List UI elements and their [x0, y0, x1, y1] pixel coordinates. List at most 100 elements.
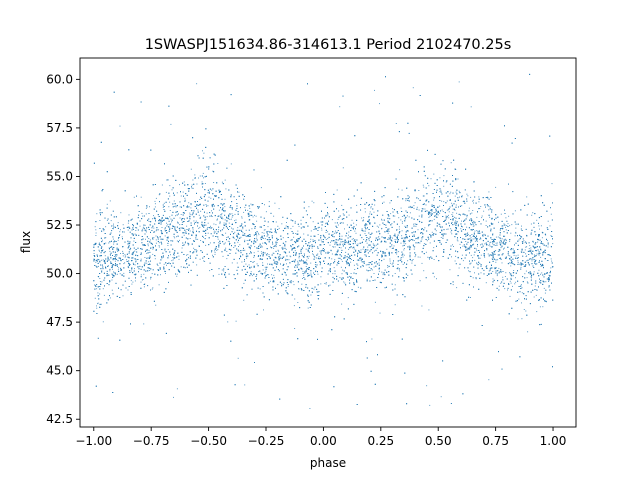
data-point: [273, 274, 275, 276]
data-point: [310, 294, 312, 296]
data-point: [547, 260, 549, 261]
data-point: [476, 216, 478, 218]
data-point: [531, 277, 532, 279]
data-point: [536, 311, 538, 313]
data-point: [400, 207, 402, 209]
data-point: [510, 282, 512, 284]
data-point: [324, 249, 325, 251]
data-point: [529, 250, 531, 252]
data-point: [305, 266, 307, 267]
data-point: [480, 254, 482, 256]
data-point: [94, 297, 96, 299]
data-point: [105, 242, 107, 244]
data-point: [414, 202, 416, 204]
data-point: [409, 212, 411, 214]
data-point: [396, 249, 398, 251]
data-point: [327, 264, 329, 265]
data-point: [113, 243, 115, 245]
data-point: [503, 240, 505, 242]
data-point: [368, 266, 370, 268]
data-point: [213, 182, 215, 183]
data-point: [381, 218, 382, 220]
data-point: [542, 306, 544, 308]
data-point: [460, 228, 462, 230]
data-point: [320, 239, 322, 241]
data-point: [373, 273, 375, 274]
data-point: [470, 254, 472, 256]
data-point: [354, 269, 356, 270]
data-point: [421, 238, 423, 240]
data-point: [281, 223, 283, 225]
data-point: [509, 255, 511, 257]
data-point: [179, 224, 181, 226]
data-point: [199, 226, 201, 228]
data-point: [496, 275, 498, 277]
data-point: [443, 201, 445, 203]
data-point: [264, 266, 266, 268]
data-point: [462, 213, 464, 215]
data-point: [521, 292, 523, 294]
data-point: [112, 268, 113, 270]
data-point: [415, 224, 417, 226]
data-point: [233, 237, 235, 239]
data-point: [165, 272, 166, 274]
data-point: [265, 270, 267, 272]
data-point: [205, 235, 207, 236]
data-point: [256, 263, 258, 265]
data-point: [109, 281, 111, 283]
data-point: [546, 260, 548, 261]
data-point: [196, 83, 198, 85]
data-point: [324, 283, 326, 284]
data-point: [398, 228, 400, 230]
data-point: [276, 232, 277, 234]
data-point: [113, 223, 114, 225]
data-point: [251, 211, 253, 213]
data-point: [484, 256, 486, 258]
data-point: [153, 227, 155, 229]
data-point: [458, 190, 460, 192]
data-point: [448, 209, 449, 211]
data-point: [534, 285, 536, 287]
data-point: [387, 265, 389, 266]
data-point: [275, 246, 277, 248]
data-point: [211, 227, 213, 229]
data-point: [506, 225, 508, 226]
data-point: [371, 338, 373, 340]
data-point: [148, 249, 150, 251]
data-point: [546, 301, 547, 303]
data-point: [275, 243, 277, 245]
data-point: [379, 281, 381, 283]
data-point: [223, 222, 225, 224]
data-point: [378, 270, 380, 272]
data-point: [521, 302, 522, 304]
data-point: [225, 222, 227, 224]
data-point: [451, 221, 453, 223]
data-point: [472, 225, 474, 227]
data-point: [285, 258, 287, 260]
data-point: [105, 226, 107, 228]
data-point: [538, 225, 540, 227]
data-point: [170, 218, 172, 220]
data-point: [367, 246, 369, 248]
data-point: [404, 240, 406, 242]
data-point: [262, 252, 264, 254]
data-point: [477, 231, 479, 233]
data-point: [239, 244, 241, 246]
data-point: [401, 221, 403, 223]
data-point: [371, 269, 373, 271]
data-point: [472, 277, 474, 279]
data-point: [111, 289, 113, 291]
data-point: [94, 284, 95, 286]
data-point: [449, 193, 451, 195]
data-point: [355, 232, 357, 234]
data-point: [102, 259, 104, 261]
data-point: [368, 215, 370, 217]
data-point: [258, 232, 259, 234]
data-point: [205, 224, 207, 226]
data-point: [278, 250, 280, 252]
data-point: [485, 225, 487, 226]
data-point: [377, 237, 379, 239]
data-point: [347, 242, 349, 244]
data-point: [413, 207, 415, 209]
data-point: [145, 231, 147, 233]
